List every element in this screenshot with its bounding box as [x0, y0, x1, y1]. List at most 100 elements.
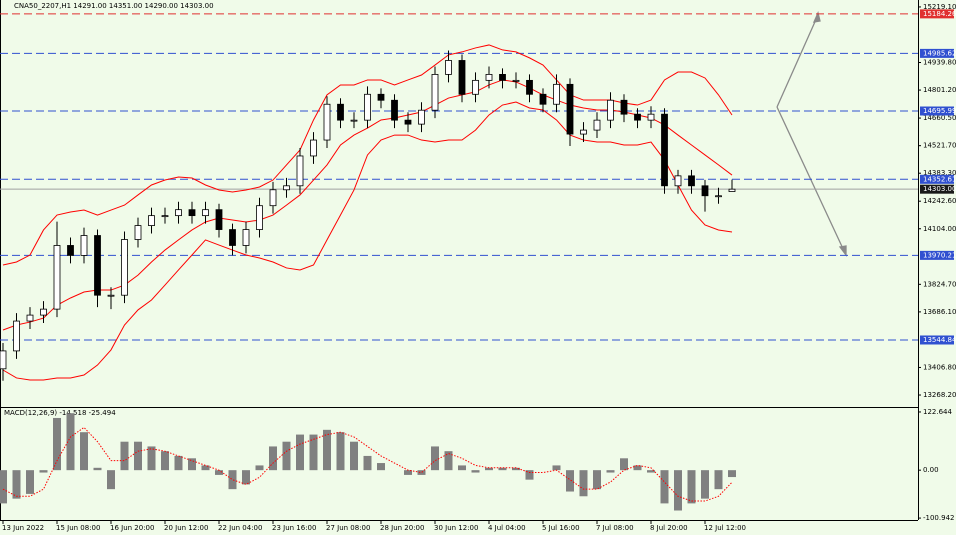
candle-body — [553, 83, 560, 105]
level-label: 13544.84 — [923, 336, 956, 344]
candle-body — [431, 73, 439, 111]
macd-bar — [53, 417, 61, 471]
candle-body — [539, 93, 547, 105]
macd-bar — [323, 429, 331, 471]
macd-bar — [296, 434, 304, 471]
macd-bar — [620, 458, 628, 471]
y-tick-label: -100.942 — [923, 514, 954, 522]
macd-bar — [120, 441, 129, 471]
x-tick-label: 7 Jul 08:00 — [596, 524, 634, 532]
candle-body — [80, 235, 88, 256]
macd-bar — [242, 470, 250, 485]
macd-bar — [566, 470, 574, 492]
y-tick-label: 14383.30 — [923, 169, 956, 177]
x-tick-label: 23 Jun 16:00 — [272, 524, 316, 532]
macd-bar — [107, 470, 115, 490]
candle-body — [269, 189, 277, 207]
candle-body — [175, 209, 182, 217]
candle-body — [215, 209, 223, 230]
macd-bar — [458, 465, 466, 471]
macd-bar — [350, 441, 358, 471]
macd-bar — [525, 470, 534, 480]
last-price-label: 14303.00 — [923, 185, 956, 193]
candle-body — [337, 103, 344, 121]
level-label: 14985.62 — [923, 49, 956, 57]
candle-body — [445, 60, 452, 75]
x-tick-label: 20 Jun 12:00 — [164, 524, 208, 532]
macd-bar — [674, 470, 682, 511]
candle-body — [458, 60, 466, 95]
x-tick-label: 28 Jun 20:00 — [380, 524, 424, 532]
candle-body — [256, 205, 263, 230]
macd-bar — [255, 465, 264, 471]
candle-body — [620, 99, 628, 115]
candle-body — [242, 229, 250, 246]
x-tick-label: 30 Jun 12:00 — [434, 524, 478, 532]
candle-body — [229, 229, 236, 246]
y-tick-label: 14521.70 — [923, 142, 956, 150]
candle-body — [121, 239, 128, 296]
last-price-box — [920, 184, 954, 194]
level-label-box — [920, 335, 954, 345]
y-tick-label: 13824.70 — [923, 280, 956, 288]
x-tick-label: 4 Jul 04:00 — [488, 524, 526, 532]
candle-body — [40, 308, 47, 316]
arrow-head — [838, 245, 847, 257]
candle-body — [391, 99, 398, 121]
candle-body — [53, 245, 61, 310]
candle-body — [188, 209, 196, 217]
candle-body — [647, 113, 655, 121]
candle-body — [296, 155, 304, 187]
macd-bar — [26, 470, 34, 494]
chart-title: CNA50_2207,H1 14291.00 14351.00 14290.00… — [14, 2, 214, 10]
candle-body — [13, 320, 20, 352]
macd-bar — [471, 470, 480, 473]
macd-bar — [417, 470, 426, 475]
level-label: 14695.99 — [923, 107, 956, 115]
macd-bar — [336, 432, 345, 471]
candle-body — [499, 73, 506, 81]
candle-body — [283, 185, 290, 191]
projection-arrows — [776, 11, 847, 257]
candle-body — [404, 119, 412, 125]
candle-body — [148, 215, 155, 226]
candle-body — [0, 350, 7, 370]
candle-body — [512, 79, 520, 82]
macd-bar — [0, 470, 7, 504]
macd-bar — [215, 470, 223, 475]
x-tick-label: 8 Jul 20:00 — [650, 524, 688, 532]
y-tick-label: 14939.80 — [923, 59, 956, 67]
candle-body — [364, 93, 371, 121]
candle-body — [107, 294, 115, 297]
macd-bar — [309, 434, 318, 471]
macd-bar — [377, 463, 385, 471]
macd-bar — [633, 465, 642, 471]
macd-title: MACD(12,26,9) -14.518 -25.494 — [4, 409, 116, 417]
x-tick-label: 27 Jun 08:00 — [326, 524, 370, 532]
macd-bar — [363, 455, 372, 471]
candle-body — [472, 79, 479, 95]
macd-bar — [687, 470, 696, 504]
x-tick-label: 15 Jun 08:00 — [56, 524, 100, 532]
macd-bar — [66, 413, 75, 471]
y-tick-label: 122.644 — [923, 408, 952, 416]
macd-bar — [701, 470, 709, 499]
macd-bar — [552, 465, 561, 471]
y-tick-label: 14660.50 — [923, 114, 956, 122]
level-label: 15184.26 — [923, 10, 956, 18]
x-tick-label: 13 Jun 2022 — [2, 524, 44, 532]
candle-body — [661, 113, 668, 187]
x-tick-label: 12 Jul 12:00 — [704, 524, 746, 532]
y-tick-label: 14104.00 — [923, 225, 956, 233]
x-tick-label: 5 Jul 16:00 — [542, 524, 580, 532]
macd-bar — [593, 470, 601, 490]
y-tick-label: 13268.20 — [923, 391, 956, 399]
level-label-box — [920, 174, 954, 184]
macd-bar — [512, 467, 520, 471]
level-label: 13970.21 — [923, 251, 956, 259]
macd-bar — [80, 432, 88, 471]
macd-bar — [161, 451, 169, 471]
candle-body — [566, 83, 574, 135]
y-tick-label: 14801.20 — [923, 86, 956, 94]
